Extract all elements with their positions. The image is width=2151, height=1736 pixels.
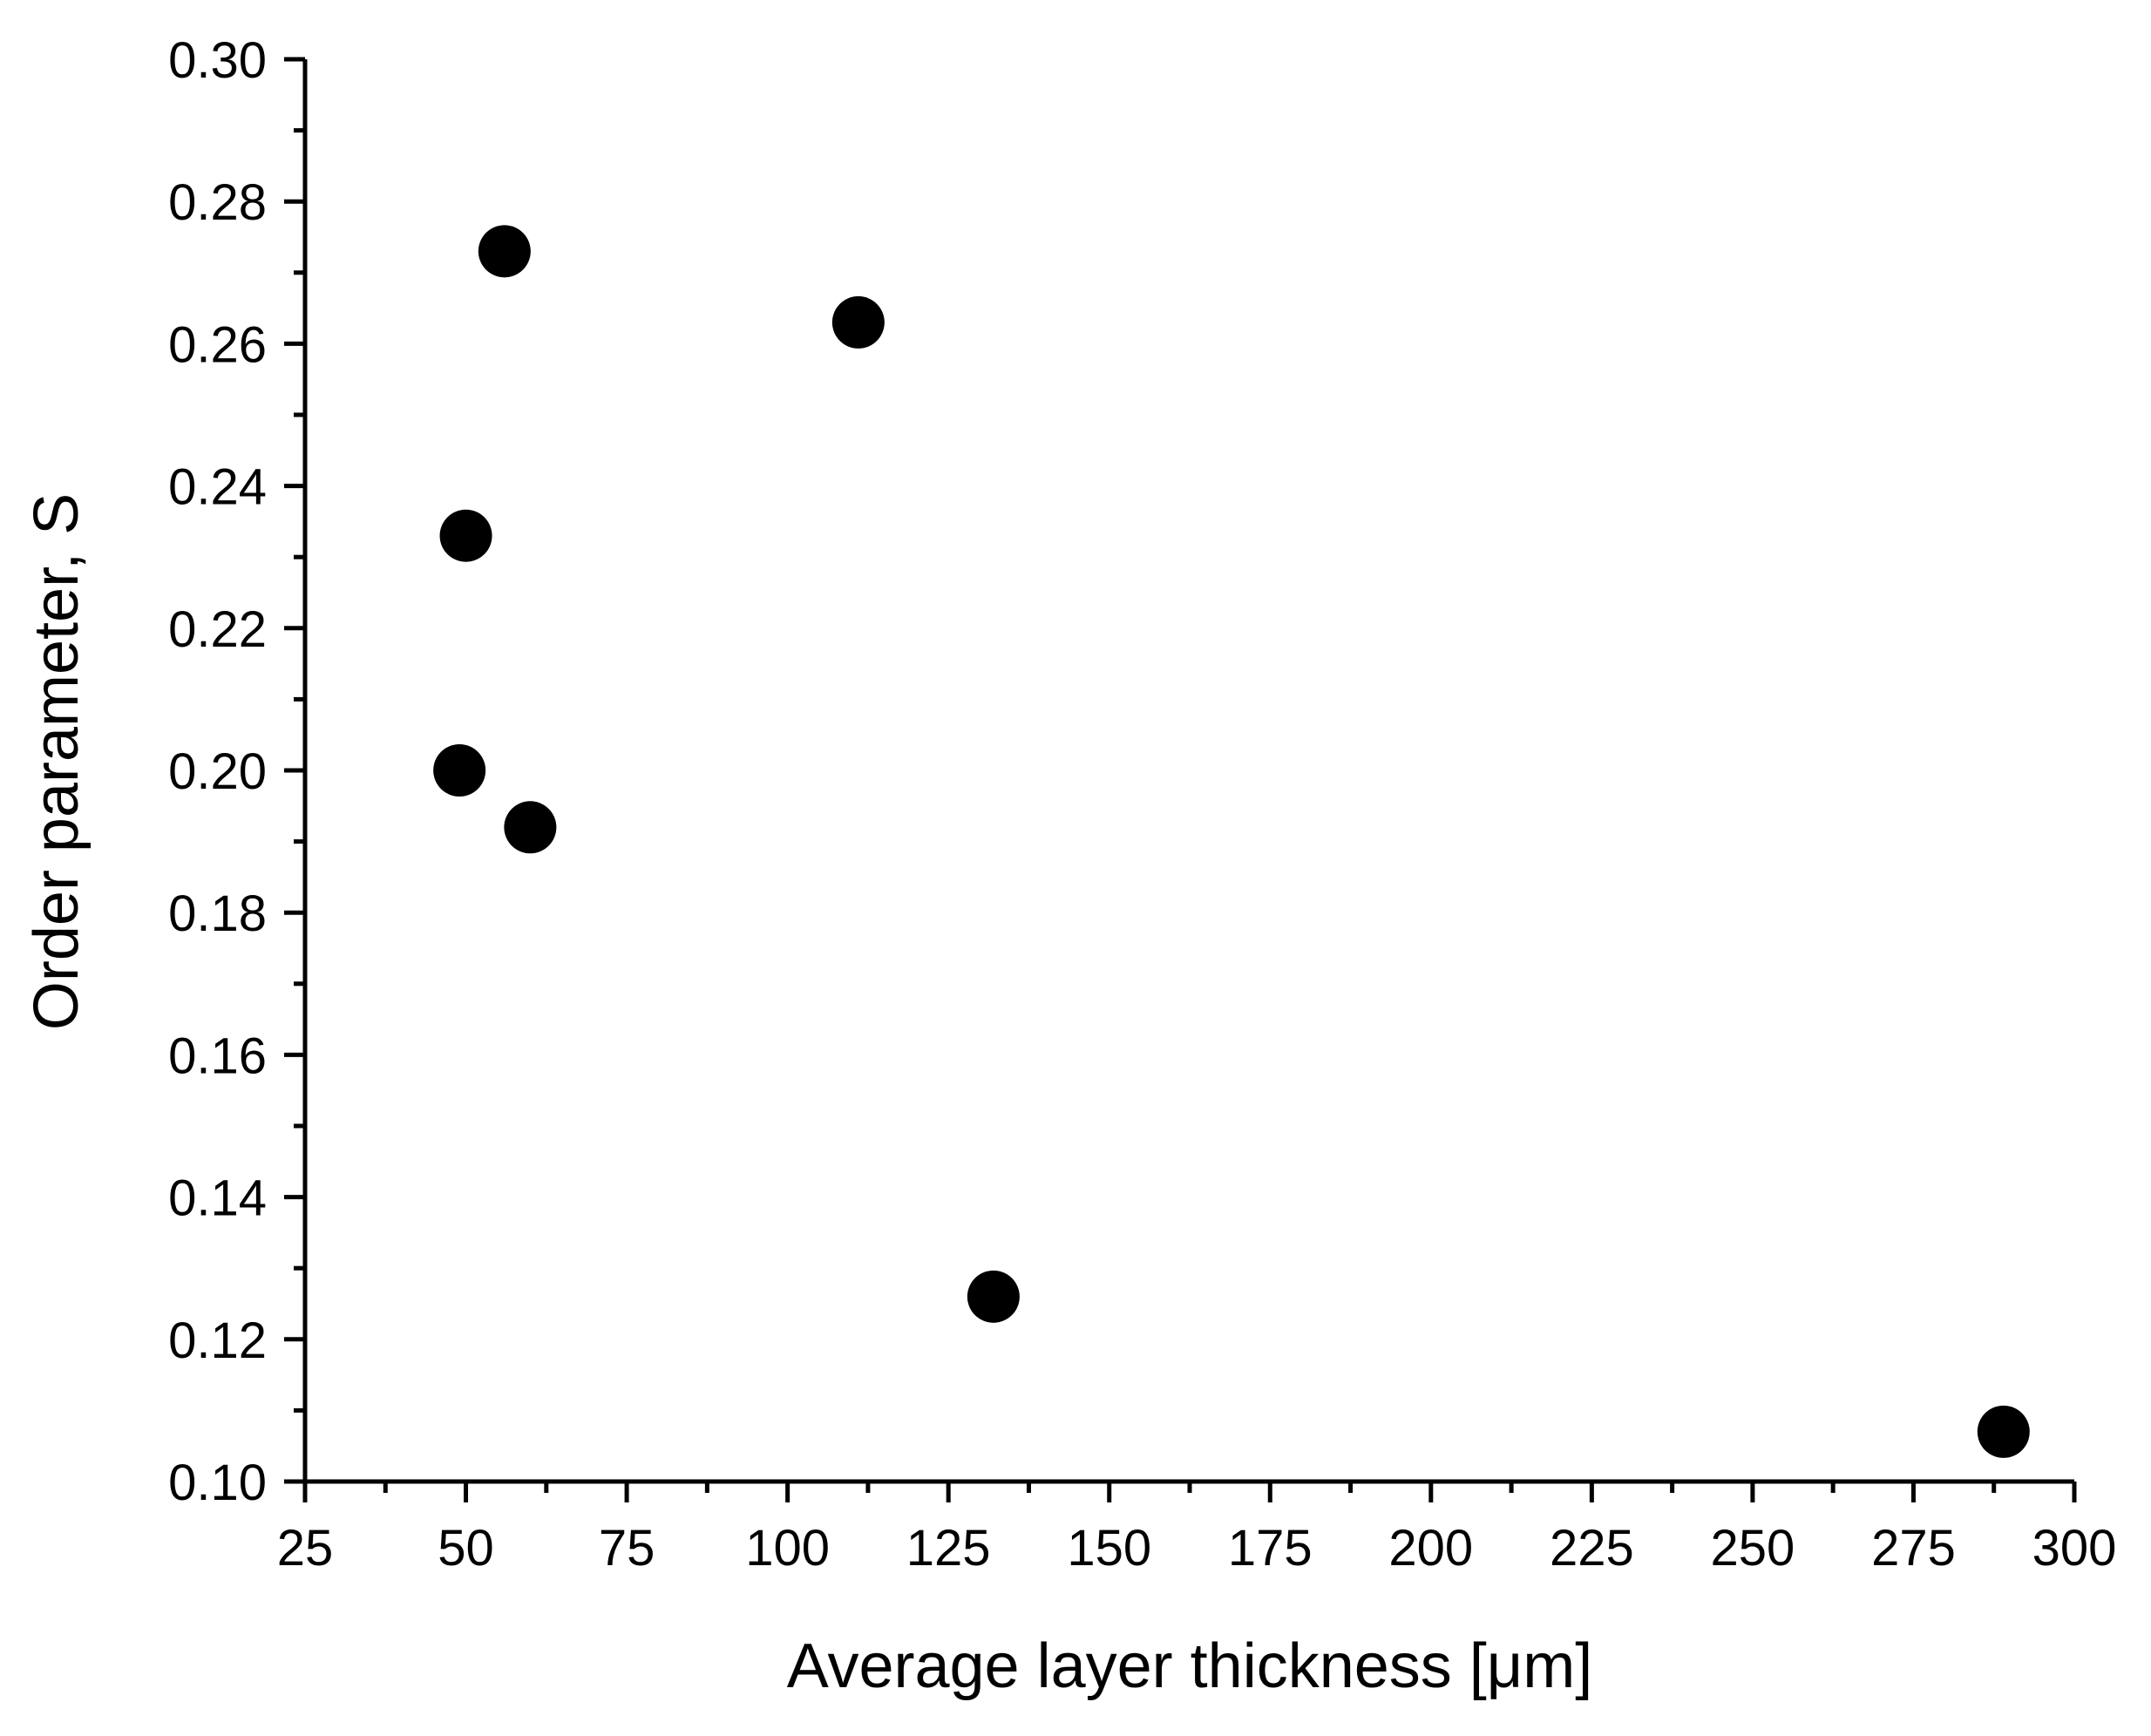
y-tick-label: 0.26 xyxy=(168,316,267,373)
x-tick-label: 275 xyxy=(1871,1520,1956,1577)
y-tick-label: 0.14 xyxy=(168,1170,267,1227)
y-tick-label: 0.22 xyxy=(168,601,267,658)
y-tick-label: 0.12 xyxy=(168,1312,267,1369)
y-tick-label: 0.16 xyxy=(168,1027,267,1084)
data-point xyxy=(831,295,885,349)
x-tick-label: 175 xyxy=(1228,1520,1313,1577)
y-tick-label: 0.24 xyxy=(168,459,267,516)
x-tick-label: 25 xyxy=(277,1520,334,1577)
axes-frame xyxy=(302,59,2074,1484)
y-tick-label: 0.18 xyxy=(168,885,267,942)
x-axis-title: Average layer thickness [μm] xyxy=(787,1631,1593,1701)
x-tick-label: 300 xyxy=(2032,1520,2117,1577)
x-tick-label: 200 xyxy=(1388,1520,1473,1577)
data-point xyxy=(433,744,486,797)
x-tick-label: 250 xyxy=(1711,1520,1795,1577)
x-tick-label: 225 xyxy=(1550,1520,1634,1577)
data-point xyxy=(478,225,531,278)
y-tick-label: 0.28 xyxy=(168,174,267,231)
y-tick-label: 0.20 xyxy=(168,743,267,800)
data-point xyxy=(1977,1405,2030,1458)
x-tick-label: 100 xyxy=(745,1520,830,1577)
x-tick-label: 150 xyxy=(1067,1520,1151,1577)
data-point xyxy=(439,509,492,562)
y-axis-title: Order parameter, S xyxy=(22,493,92,1030)
y-tick-label: 0.10 xyxy=(168,1455,267,1511)
data-point xyxy=(504,801,557,854)
data-point xyxy=(967,1270,1020,1323)
x-tick-label: 125 xyxy=(906,1520,991,1577)
y-tick-labels: 0.10 0.12 0.14 0.16 0.18 0.20 0.22 0.24 0.26 0.28… xyxy=(168,32,267,1511)
major-ticks xyxy=(284,57,2077,1502)
y-tick-label: 0.30 xyxy=(168,32,267,89)
data-points xyxy=(433,225,2030,1458)
x-tick-labels: 25 50 75 100 125 150 175 200 225 250 275 300 xyxy=(277,1520,2117,1577)
x-tick-label: 75 xyxy=(599,1520,655,1577)
x-tick-label: 50 xyxy=(438,1520,494,1577)
